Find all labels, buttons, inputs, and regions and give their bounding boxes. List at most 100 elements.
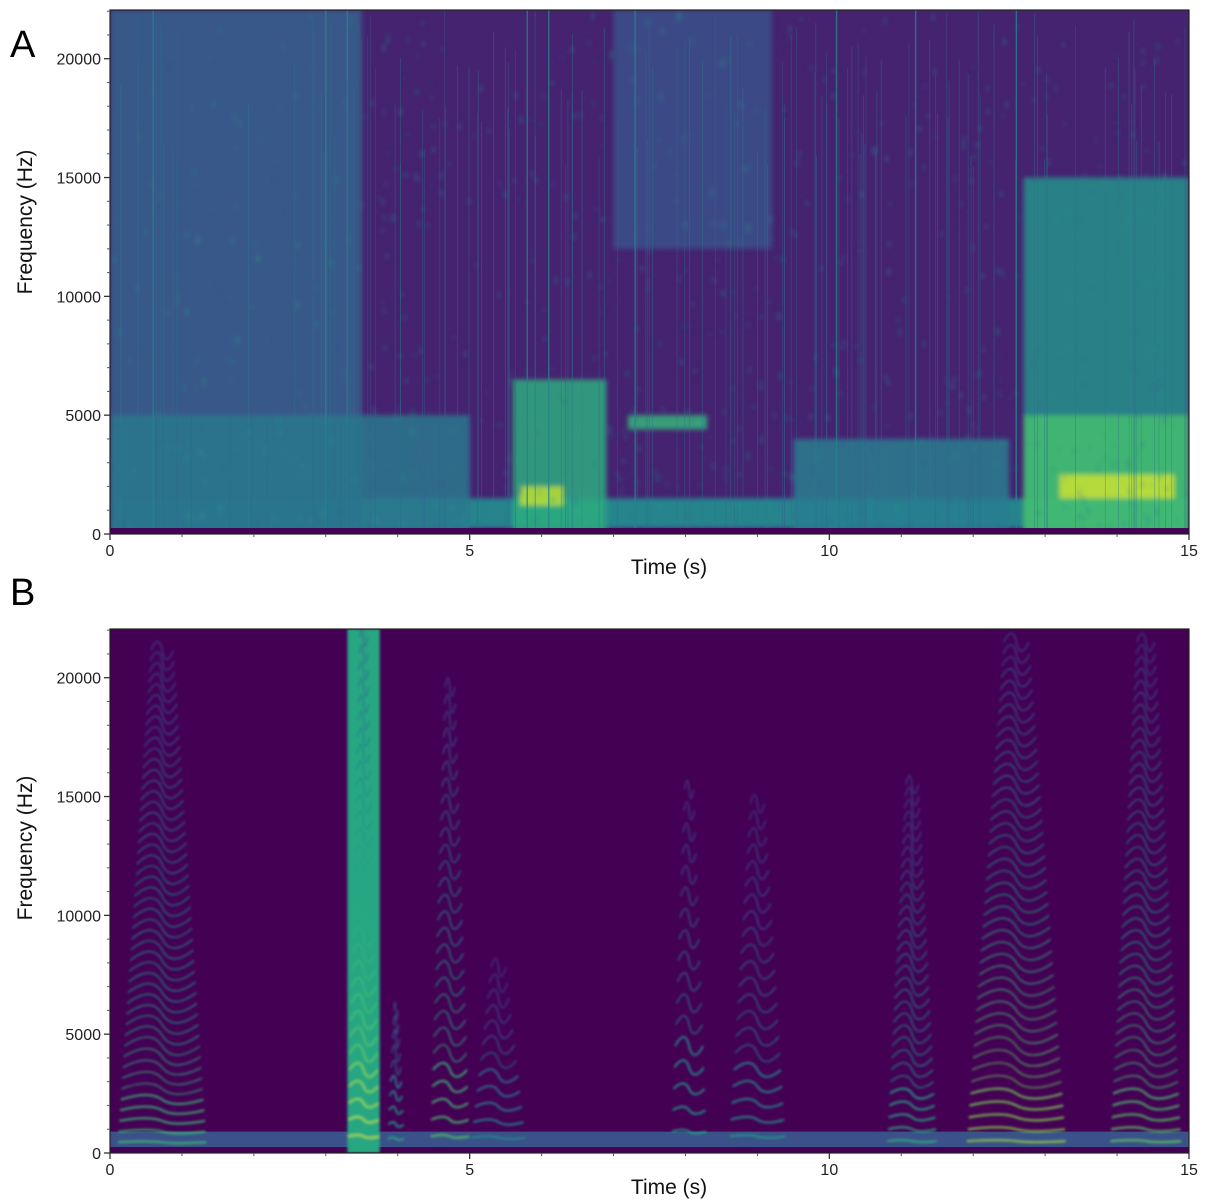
- noise-speckle: [896, 505, 898, 513]
- noise-speckle: [538, 489, 540, 495]
- noise-speckle: [913, 102, 915, 108]
- noise-speckle: [986, 85, 989, 92]
- harmonic-line: [890, 1062, 934, 1078]
- harmonic-line: [143, 747, 182, 767]
- noise-speckle: [282, 44, 284, 49]
- noise-speckle: [432, 147, 435, 153]
- x-tick-label: 0: [106, 1162, 115, 1179]
- noise-speckle: [208, 209, 211, 217]
- noise-speckle: [974, 450, 976, 457]
- harmonic-line: [1130, 739, 1162, 759]
- noise-speckle: [760, 435, 763, 443]
- harmonic-line: [748, 810, 767, 830]
- noise-speckle: [576, 435, 578, 438]
- noise-speckle: [1064, 122, 1067, 125]
- harmonic-line: [978, 965, 1054, 985]
- noise-speckle: [982, 347, 985, 353]
- noise-speckle: [296, 510, 298, 514]
- noise-speckle: [158, 195, 161, 199]
- noise-speckle: [592, 519, 594, 523]
- noise-speckle: [200, 426, 202, 429]
- noise-speckle: [382, 301, 384, 304]
- noise-speckle: [192, 365, 194, 368]
- noise-speckle: [806, 200, 808, 207]
- noise-speckle: [279, 102, 282, 110]
- noise-speckle: [275, 291, 278, 296]
- noise-speckle: [296, 301, 299, 309]
- y-tick-label: 20000: [57, 671, 102, 688]
- harmonic-line: [140, 790, 184, 810]
- noise-speckle: [183, 383, 186, 391]
- noise-speckle: [383, 307, 386, 314]
- noise-speckle: [972, 154, 975, 160]
- noise-speckle: [360, 202, 363, 209]
- noise-speckle: [1170, 272, 1172, 279]
- noise-speckle: [843, 255, 845, 259]
- noise-speckle: [860, 359, 862, 363]
- noise-speckle: [1143, 512, 1145, 516]
- harmonic-call: [1110, 632, 1182, 1144]
- noise-speckle: [435, 498, 438, 503]
- harmonic-line: [1002, 644, 1031, 664]
- harmonic-line: [1121, 905, 1170, 925]
- noise-speckle: [1022, 485, 1025, 489]
- noise-speckle: [654, 162, 656, 170]
- noise-speckle: [173, 107, 175, 110]
- harmonic-line: [435, 960, 465, 980]
- noise-speckle: [551, 366, 554, 371]
- noise-speckle: [919, 466, 922, 472]
- noise-speckle: [962, 141, 965, 150]
- harmonic-line: [1112, 1100, 1180, 1111]
- noise-speckle: [1041, 146, 1043, 151]
- noise-speckle: [1032, 177, 1035, 182]
- harmonic-line: [1118, 965, 1173, 985]
- harmonic-line: [735, 1026, 780, 1047]
- harmonic-line: [435, 943, 464, 963]
- noise-speckle: [1000, 191, 1002, 198]
- noise-speckle: [1037, 510, 1039, 517]
- noise-speckle: [1016, 517, 1019, 526]
- dc-band: [110, 528, 1189, 534]
- harmonic-line: [356, 710, 371, 731]
- noise-speckle: [257, 257, 260, 261]
- noise-speckle: [601, 216, 604, 223]
- noise-speckle: [343, 371, 346, 375]
- noise-speckle: [387, 37, 389, 44]
- noise-speckle: [999, 395, 1002, 399]
- noise-speckle: [1114, 54, 1116, 58]
- harmonic-line: [902, 834, 922, 854]
- harmonic-line: [434, 993, 466, 1013]
- harmonic-line: [1130, 751, 1162, 771]
- noise-speckle: [151, 183, 153, 187]
- noise-speckle: [238, 507, 241, 516]
- noise-speckle: [1158, 255, 1160, 260]
- harmonic-calls-b: [117, 629, 1182, 1153]
- noise-speckle: [297, 242, 300, 249]
- noise-speckle: [522, 422, 525, 428]
- noise-speckle: [1142, 59, 1144, 66]
- noise-speckle: [581, 414, 584, 417]
- harmonic-line: [744, 877, 771, 897]
- noise-speckle: [1164, 361, 1167, 370]
- noise-speckle: [813, 472, 815, 476]
- noise-speckle: [249, 106, 251, 110]
- harmonic-line: [1123, 882, 1169, 902]
- harmonic-line: [350, 993, 377, 1013]
- noise-speckle: [717, 258, 719, 263]
- noise-speckle: [949, 498, 952, 501]
- noise-speckle: [637, 99, 640, 103]
- noise-speckle: [788, 522, 790, 529]
- noise-speckle: [1057, 447, 1060, 451]
- noise-speckle: [411, 428, 413, 436]
- harmonic-line: [736, 1010, 779, 1030]
- spectrogram-panel-b: B 0 5000 10000 15000 20000 0 5 10 15 Time (s) F…: [10, 572, 1198, 1199]
- harmonic-line: [899, 881, 925, 902]
- noise-speckle: [401, 291, 404, 297]
- noise-speckle: [1122, 521, 1125, 527]
- noise-speckle: [189, 182, 192, 188]
- noise-speckle: [565, 193, 567, 200]
- noise-speckle: [1087, 296, 1090, 299]
- noise-speckle: [739, 238, 742, 247]
- noise-speckle: [1003, 37, 1006, 45]
- noise-speckle: [1150, 483, 1153, 486]
